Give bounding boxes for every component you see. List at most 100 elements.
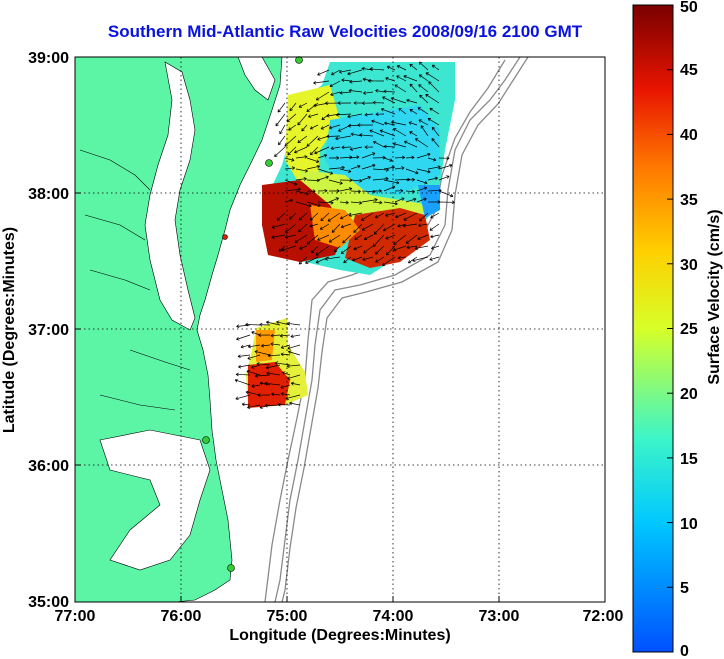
- velocity-arrow: [237, 354, 251, 359]
- velocity-arrow: [417, 107, 429, 115]
- velocity-arrow: [330, 146, 341, 151]
- velocity-arrow: [348, 212, 363, 217]
- velocity-arrow: [284, 198, 293, 203]
- velocity-arrow: [326, 134, 341, 139]
- velocity-arrow: [396, 75, 407, 82]
- velocity-arrow: [372, 234, 385, 247]
- station-marker: [265, 159, 273, 167]
- velocity-arrow: [418, 61, 429, 71]
- velocity-arrow: [383, 179, 400, 185]
- velocity-arrow: [350, 164, 361, 170]
- velocity-arrow: [403, 212, 418, 221]
- velocity-arrow: [420, 125, 429, 137]
- velocity-arrow: [278, 245, 286, 252]
- station-marker: [227, 564, 235, 572]
- velocity-arrow: [428, 81, 440, 93]
- velocity-arrow: [257, 393, 271, 398]
- station-marker-red: [222, 234, 228, 240]
- map-title: Southern Mid-Atlantic Raw Velocities 200…: [107, 22, 583, 41]
- velocity-arrow: [282, 371, 291, 376]
- colorbar-tick-label: 20: [680, 386, 698, 403]
- velocity-arrow: [381, 256, 396, 267]
- velocity-arrow: [392, 245, 407, 252]
- velocity-arrow: [271, 392, 281, 397]
- velocity-arrow: [317, 188, 328, 193]
- velocity-arrow: [306, 157, 320, 163]
- velocity-arrow: [246, 370, 261, 376]
- velocity-arrow: [320, 124, 330, 130]
- velocity-arrow: [236, 324, 251, 329]
- velocity-arrow: [238, 364, 251, 369]
- velocity-arrow: [371, 119, 385, 126]
- velocity-arrow: [416, 152, 431, 159]
- velocity-arrow: [287, 146, 297, 156]
- velocity-arrow: [288, 124, 297, 131]
- y-axis-label: Latitude (Degrees:Minutes): [1, 227, 18, 433]
- velocity-arrow: [418, 84, 429, 93]
- velocity-arrow: [361, 101, 374, 106]
- velocity-arrow: [349, 80, 363, 84]
- velocity-arrow: [331, 223, 341, 233]
- velocity-arrow: [363, 91, 374, 95]
- velocity-arrow: [394, 155, 405, 160]
- velocity-arrow: [438, 200, 455, 205]
- delaware-bay: [237, 57, 276, 101]
- velocity-arrow: [270, 333, 281, 338]
- velocity-arrow: [274, 146, 286, 157]
- station-marker: [295, 56, 303, 64]
- velocity-arrow: [340, 212, 352, 220]
- velocity-arrow: [275, 113, 286, 127]
- velocity-arrow: [266, 371, 281, 376]
- velocity-arrow: [259, 322, 271, 327]
- x-tick-label: 77:00: [55, 608, 96, 625]
- velocity-arrow: [270, 342, 281, 346]
- grid-lines: [75, 57, 605, 602]
- velocity-arrow: [394, 197, 405, 203]
- velocity-arrow: [352, 256, 363, 262]
- x-tick-label: 75:00: [267, 608, 308, 625]
- velocity-arrow: [409, 83, 418, 93]
- velocity-arrow: [288, 350, 301, 356]
- velocity-arrow: [340, 223, 352, 229]
- velocity-arrow: [397, 256, 407, 260]
- velocity-arrow: [289, 102, 297, 112]
- velocity-arrow: [254, 374, 271, 378]
- velocity-arrow: [417, 234, 429, 240]
- bay-water: [144, 61, 196, 331]
- velocity-arrow: [306, 189, 316, 194]
- velocity-arrow: [364, 145, 374, 150]
- velocity-arrow: [372, 100, 385, 105]
- velocity-arrow: [335, 112, 352, 117]
- velocity-arrow: [375, 112, 385, 117]
- colorbar-tick-label: 40: [680, 127, 698, 144]
- y-tick-label: 39:00: [28, 50, 69, 67]
- velocity-arrow: [416, 186, 428, 192]
- velocity-arrow: [287, 321, 301, 326]
- velocity-arrow: [306, 164, 320, 170]
- velocity-arrow: [362, 256, 374, 261]
- velocity-arrow: [418, 223, 429, 228]
- velocity-arrow: [347, 69, 363, 76]
- velocity-arrow: [431, 138, 440, 148]
- velocity-arrow: [298, 102, 308, 108]
- velocity-arrow: [429, 107, 440, 115]
- velocity-arrow: [317, 168, 334, 175]
- velocity-arrow: [383, 144, 396, 149]
- velocity-arrow: [379, 129, 396, 137]
- velocity-arrow: [309, 212, 319, 221]
- velocity-arrow: [381, 107, 396, 115]
- velocity-arrow: [354, 234, 363, 240]
- velocity-arrow: [287, 344, 301, 350]
- velocity-arrow: [341, 145, 352, 150]
- velocity-arrow: [405, 189, 415, 194]
- velocity-arrow: [279, 333, 291, 338]
- velocity-arrow: [330, 69, 341, 76]
- velocity-arrow: [405, 168, 419, 175]
- colorbar-tick-label: 50: [680, 0, 698, 16]
- velocity-arrow: [414, 138, 429, 148]
- velocity-arrow: [418, 212, 429, 222]
- velocity-arrow: [430, 234, 440, 239]
- colorbar-ticks: [667, 69, 673, 588]
- velocity-arrow: [294, 234, 308, 243]
- x-tick-label: 73:00: [479, 608, 520, 625]
